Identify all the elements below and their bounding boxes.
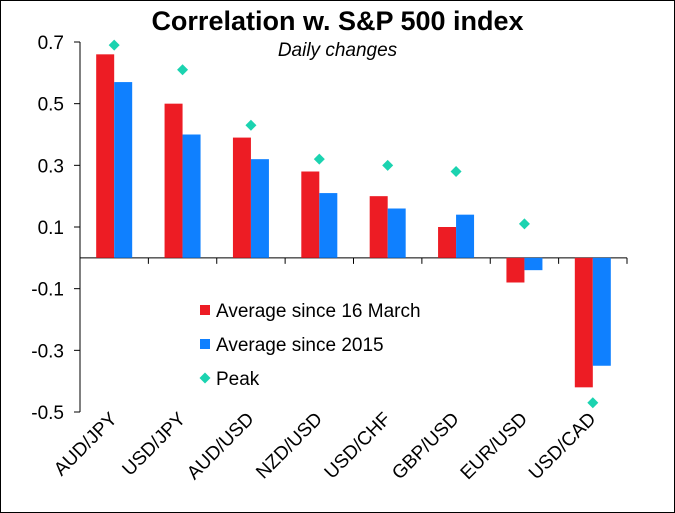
bar-since-2015-usd-chf [387,208,406,258]
y-tick-label: 0.5 [38,95,64,116]
y-tick-label: 0.3 [38,156,64,177]
legend-swatch [200,339,210,349]
x-category-label: EUR/USD [457,409,532,484]
bar-since-16-march-usd-jpy [164,103,183,258]
x-category-label: USD/CHF [321,409,396,484]
bar-series [96,54,611,388]
peak-marker-aud-jpy [108,39,120,51]
legend-swatch [199,372,211,384]
peak-marker-usd-chf [382,159,394,171]
y-tick-label: -0.1 [31,280,64,301]
x-category-label: GBP/USD [388,409,463,484]
peak-marker-eur-usd [518,218,530,230]
y-tick-label: -0.5 [31,403,64,424]
x-category-label: USD/CAD [525,409,600,484]
y-axis: -0.5 -0.3 -0.1 0.1 0.3 0.5 0.7 [31,33,81,424]
peak-marker-gbp-usd [450,166,462,177]
legend-swatch [200,305,210,315]
bar-since-16-march-aud-jpy [96,54,115,258]
bar-since-16-march-nzd-usd [301,171,320,258]
peak-marker-aud-usd [245,119,257,131]
legend-label: Average since 2015 [216,335,384,356]
bar-since-16-march-aud-usd [232,137,251,258]
bar-since-2015-aud-usd [250,159,269,258]
bar-since-2015-gbp-usd [456,214,475,258]
bar-since-2015-usd-jpy [182,134,201,258]
peak-marker-usd-cad [587,397,599,409]
bar-since-16-march-eur-usd [506,257,525,283]
x-axis: AUD/JPYUSD/JPYAUD/USDNZD/USDUSD/CHFGBP/U… [50,257,628,484]
chart-title: Correlation w. S&P 500 index [151,6,524,36]
bar-since-2015-aud-jpy [114,82,133,258]
peak-marker-nzd-usd [313,153,325,165]
legend-label: Peak [216,369,260,390]
peak-marker-usd-jpy [177,64,189,76]
bar-since-16-march-usd-chf [369,196,388,258]
x-category-label: AUD/USD [183,409,258,484]
legend-label: Average since 16 March [216,301,421,322]
x-category-label: NZD/USD [252,409,327,484]
y-tick-label: -0.3 [31,341,64,362]
bar-since-16-march-gbp-usd [438,227,457,258]
bar-since-2015-eur-usd [524,257,543,271]
bar-since-16-march-usd-cad [574,257,593,388]
chart-subtitle: Daily changes [277,40,398,61]
x-category-label: USD/JPY [119,408,191,480]
bar-since-2015-usd-cad [592,257,611,366]
y-tick-label: 0.1 [38,218,64,239]
chart-legend: Average since 16 March Average since 2015… [199,301,421,390]
peak-markers [108,39,599,409]
y-tick-label: 0.7 [38,33,64,54]
bar-since-2015-nzd-usd [319,193,338,258]
